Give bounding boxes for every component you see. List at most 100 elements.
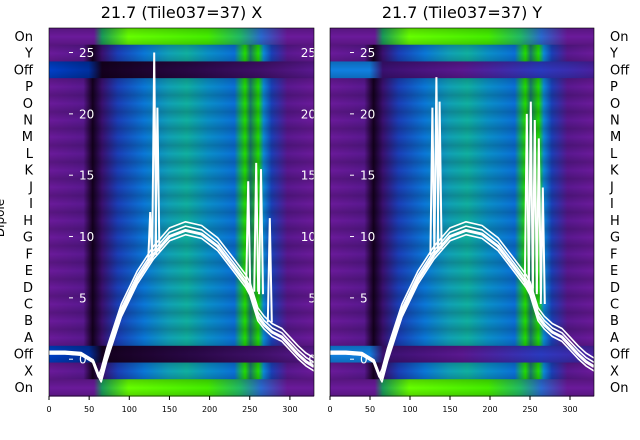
x-tick-label: 50	[365, 405, 375, 414]
heatmap-row-shade	[330, 61, 594, 79]
dipole-label: Off	[610, 63, 630, 78]
dipole-label: On	[610, 30, 628, 45]
heatmap-row-shade	[49, 61, 314, 79]
dipole-label: B	[24, 314, 33, 329]
dipole-label: F	[26, 247, 33, 262]
dipole-label: C	[610, 298, 619, 313]
dipole-label: H	[23, 214, 33, 229]
overlay-tick-label: 20	[301, 107, 316, 121]
heatmap-row-shade	[49, 345, 314, 364]
dipole-label: J	[609, 180, 614, 195]
dipole-label: P	[25, 80, 33, 95]
heatmap-row-shade	[49, 195, 314, 213]
x-tick-label: 200	[202, 405, 217, 414]
overlay-spike	[258, 169, 264, 295]
dipole-label: H	[610, 214, 620, 229]
dipole-label: D	[610, 281, 620, 296]
heatmap-row-shade	[330, 245, 594, 263]
dipole-label: Y	[609, 47, 618, 62]
heatmap-row-shade	[49, 161, 314, 180]
heatmap-row-shade	[330, 379, 594, 397]
heatmap-row-shade	[330, 78, 594, 96]
overlay-tick-label: 10	[301, 230, 316, 244]
x-tick-label: 300	[562, 405, 577, 414]
dipole-label: X	[610, 364, 619, 379]
heatmap-row-shade	[330, 94, 594, 113]
heatmap-row-shade	[330, 312, 594, 330]
heatmap-row-shade	[49, 312, 314, 330]
overlay-spike	[245, 181, 252, 286]
heatmap-row-shade	[330, 278, 594, 297]
overlay-tick-label: 10	[79, 230, 94, 244]
plot-frame	[48, 27, 315, 397]
overlay-spike	[253, 162, 260, 292]
overlay-tick-label: 25	[301, 46, 316, 60]
overlay-spike	[523, 113, 530, 286]
dipole-label: O	[610, 97, 620, 112]
dipole-label: Y	[24, 47, 33, 62]
overlay-line	[49, 221, 315, 376]
overlay-spike	[266, 218, 273, 323]
heatmap-row-shade	[49, 145, 314, 163]
heatmap-row-shade	[330, 111, 594, 129]
y-axis-label: Dipole	[0, 199, 7, 237]
heatmap-row-shade	[330, 195, 594, 213]
overlay-spike	[539, 187, 546, 305]
dipole-label: L	[26, 147, 34, 162]
heatmap-row-shade	[49, 212, 314, 230]
overlay-spike	[535, 138, 542, 295]
overlay-tick-label: 0	[308, 353, 316, 367]
heatmap-row-shade	[330, 128, 594, 146]
heatmap-row-shade	[330, 345, 594, 364]
overlay-tick-label: 15	[360, 169, 375, 183]
overlay-spike	[154, 107, 161, 252]
dipole-label: O	[23, 97, 33, 112]
heatmap-row-shade	[49, 78, 314, 96]
dipole-label: D	[23, 281, 33, 296]
dipole-label: G	[610, 231, 620, 246]
dipole-label: I	[29, 197, 33, 212]
heatmap-row-shade	[49, 278, 314, 297]
dipole-label: M	[22, 130, 33, 145]
dipole-label: I	[610, 197, 614, 212]
overlay-tick-label: 5	[79, 291, 87, 305]
heatmap-row-shade	[330, 362, 594, 380]
x-tick-label: 0	[46, 405, 51, 414]
overlay-tick-label: 15	[301, 169, 316, 183]
overlay-tick-label: 0	[79, 353, 87, 367]
dipole-label: F	[610, 247, 617, 262]
dipole-label: N	[610, 114, 620, 129]
heatmap-row-shade	[330, 28, 594, 46]
overlay-line	[330, 221, 595, 376]
x-tick-label: 300	[282, 405, 297, 414]
x-tick-label: 150	[162, 405, 177, 414]
dipole-label: P	[610, 80, 618, 95]
dipole-label: N	[23, 114, 33, 129]
overlay-spike	[436, 101, 443, 249]
heatmap-row-shade	[49, 94, 314, 113]
x-tick-label: 100	[402, 405, 417, 414]
dipole-label: E	[25, 264, 33, 279]
overlay-tick-label: 25	[360, 46, 375, 60]
heatmap-row-shade	[49, 245, 314, 263]
heatmap-row-shade	[330, 44, 594, 63]
dipole-label: K	[24, 164, 33, 179]
dipole-label: G	[23, 231, 33, 246]
dipole-label: Off	[14, 348, 34, 363]
overlay-tick-label: 10	[360, 230, 375, 244]
overlay-tick-label: 20	[79, 107, 94, 121]
heatmap-row-shade	[330, 295, 594, 313]
dipole-label: B	[610, 314, 619, 329]
dipole-label: Off	[14, 63, 34, 78]
heatmap-row-shade	[49, 262, 314, 280]
overlay-spike	[429, 107, 436, 255]
dipole-label: On	[15, 381, 33, 396]
heatmap-row-shade	[49, 44, 314, 63]
overlay-line	[49, 233, 315, 383]
overlay-spike	[527, 101, 534, 289]
dipole-label: Off	[610, 348, 630, 363]
x-tick-label: 250	[242, 405, 257, 414]
overlay-tick-label: 25	[79, 46, 94, 60]
